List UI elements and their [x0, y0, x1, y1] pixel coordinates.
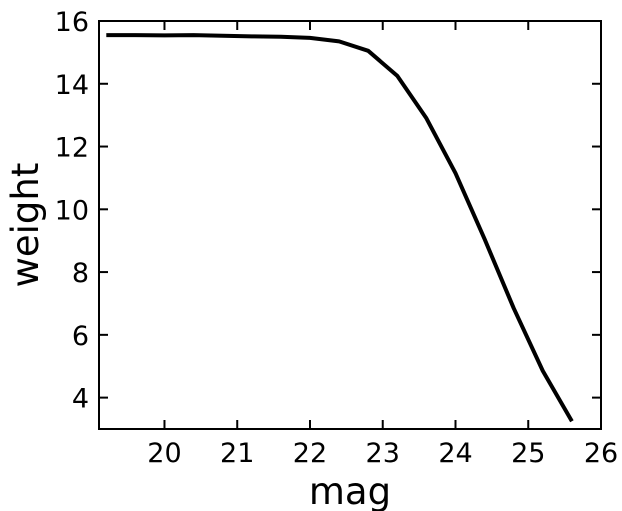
x-tick-label: 24 [438, 438, 472, 469]
x-axis-ticks: 20 21 22 23 24 25 26 [147, 21, 618, 469]
y-axis-title: weight [4, 163, 47, 288]
y-tick-label: 10 [55, 195, 89, 226]
x-tick-label: 20 [147, 438, 181, 469]
plot-frame [98, 20, 602, 430]
y-axis-ticks: 4 6 8 10 12 14 16 [55, 7, 601, 415]
y-tick-label: 14 [55, 70, 89, 101]
x-tick-label: 23 [366, 438, 400, 469]
y-tick-label: 4 [72, 384, 89, 415]
x-tick-label: 22 [293, 438, 327, 469]
series-line [106, 33, 574, 423]
y-tick-label: 12 [55, 133, 89, 164]
y-tick-label: 16 [55, 7, 89, 38]
y-tick-label: 8 [72, 258, 89, 289]
plot-area: 20 21 22 23 24 25 26 4 6 8 10 12 14 16 [55, 7, 619, 469]
x-tick-label: 26 [584, 438, 618, 469]
x-axis-title: mag [309, 470, 391, 511]
x-tick-label: 25 [511, 438, 545, 469]
y-tick-label: 6 [72, 321, 89, 352]
x-tick-label: 21 [220, 438, 254, 469]
series-layer [106, 33, 574, 423]
